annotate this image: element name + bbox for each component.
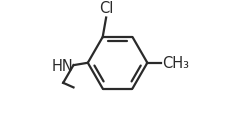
Text: CH₃: CH₃ [161,56,188,71]
Text: HN: HN [52,58,73,73]
Text: Cl: Cl [99,1,113,16]
